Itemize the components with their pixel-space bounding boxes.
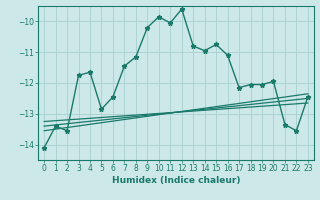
X-axis label: Humidex (Indice chaleur): Humidex (Indice chaleur) — [112, 176, 240, 185]
